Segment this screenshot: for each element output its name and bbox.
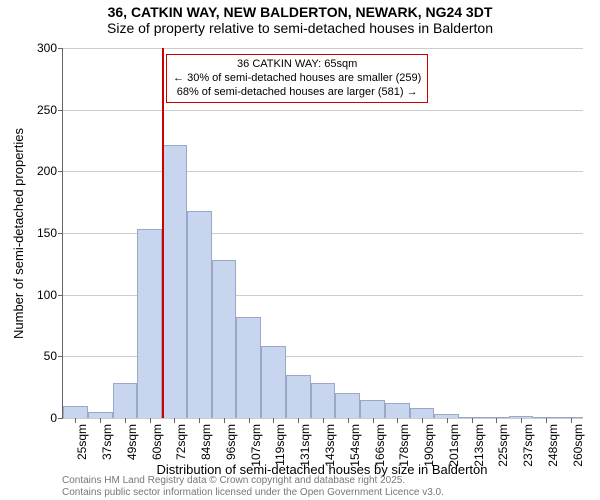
x-tick-label: 72sqm xyxy=(174,418,188,460)
attribution-footer: Contains HM Land Registry data © Crown c… xyxy=(62,475,444,498)
y-axis-title: Number of semi-detached properties xyxy=(10,48,26,418)
x-tick-label: 119sqm xyxy=(273,418,287,466)
x-tick-label: 96sqm xyxy=(224,418,238,460)
y-tick-label: 200 xyxy=(37,164,57,178)
plot-area: 05010015020025030025sqm37sqm49sqm60sqm72… xyxy=(62,48,583,419)
y-tick xyxy=(58,295,63,296)
annotation-line: 36 CATKIN WAY: 65sqm xyxy=(173,58,421,72)
histogram-bar xyxy=(360,400,385,419)
x-tick-label: 260sqm xyxy=(571,418,585,467)
x-tick-label: 143sqm xyxy=(323,418,337,467)
histogram-bar xyxy=(335,393,360,418)
histogram-bar xyxy=(311,383,336,418)
y-tick-label: 50 xyxy=(44,349,57,363)
histogram-bar xyxy=(236,317,261,418)
footer-line-2: Contains public sector information licen… xyxy=(62,487,444,499)
x-tick-label: 213sqm xyxy=(472,418,486,467)
x-tick-label: 60sqm xyxy=(150,418,164,460)
x-tick-label: 190sqm xyxy=(422,418,436,467)
y-tick-label: 300 xyxy=(37,41,57,55)
y-tick xyxy=(58,233,63,234)
x-tick-label: 201sqm xyxy=(447,418,461,467)
x-tick-label: 178sqm xyxy=(397,418,411,467)
y-tick-label: 250 xyxy=(37,103,57,117)
chart-root: 36, CATKIN WAY, NEW BALDERTON, NEWARK, N… xyxy=(0,0,600,500)
y-tick xyxy=(58,418,63,419)
histogram-bar xyxy=(162,145,187,418)
annotation-line: ← 30% of semi-detached houses are smalle… xyxy=(173,72,421,86)
subject-marker-line xyxy=(162,48,164,418)
annotation-line: 68% of semi-detached houses are larger (… xyxy=(173,86,421,100)
gridline xyxy=(63,48,583,49)
x-tick-label: 131sqm xyxy=(298,418,312,467)
x-tick-label: 237sqm xyxy=(521,418,535,467)
gridline xyxy=(63,171,583,172)
histogram-bar xyxy=(113,383,138,418)
y-tick xyxy=(58,110,63,111)
y-tick xyxy=(58,356,63,357)
footer-line-1: Contains HM Land Registry data © Crown c… xyxy=(62,475,444,487)
title-line-2: Size of property relative to semi-detach… xyxy=(0,20,600,36)
gridline xyxy=(63,110,583,111)
histogram-bar xyxy=(261,346,286,418)
y-tick-label: 100 xyxy=(37,288,57,302)
x-tick-label: 49sqm xyxy=(125,418,139,460)
x-tick-label: 107sqm xyxy=(249,418,263,467)
histogram-bar xyxy=(286,375,311,418)
x-tick-label: 25sqm xyxy=(75,418,89,460)
x-tick-label: 166sqm xyxy=(373,418,387,467)
y-tick-label: 150 xyxy=(37,226,57,240)
histogram-bar xyxy=(385,403,410,418)
histogram-bar xyxy=(212,260,237,418)
y-tick-label: 0 xyxy=(50,411,57,425)
annotation-box: 36 CATKIN WAY: 65sqm← 30% of semi-detach… xyxy=(166,54,428,103)
x-tick-label: 84sqm xyxy=(199,418,213,460)
title-block: 36, CATKIN WAY, NEW BALDERTON, NEWARK, N… xyxy=(0,4,600,36)
title-line-1: 36, CATKIN WAY, NEW BALDERTON, NEWARK, N… xyxy=(0,4,600,20)
histogram-bar xyxy=(137,229,162,418)
histogram-bar xyxy=(187,211,212,418)
histogram-bar xyxy=(63,406,88,418)
x-tick-label: 248sqm xyxy=(546,418,560,467)
x-tick-label: 225sqm xyxy=(496,418,510,467)
x-tick-label: 37sqm xyxy=(100,418,114,460)
y-tick xyxy=(58,48,63,49)
histogram-bar xyxy=(410,408,435,418)
x-tick-label: 154sqm xyxy=(348,418,362,467)
y-tick xyxy=(58,171,63,172)
y-axis-title-text: Number of semi-detached properties xyxy=(11,128,26,339)
